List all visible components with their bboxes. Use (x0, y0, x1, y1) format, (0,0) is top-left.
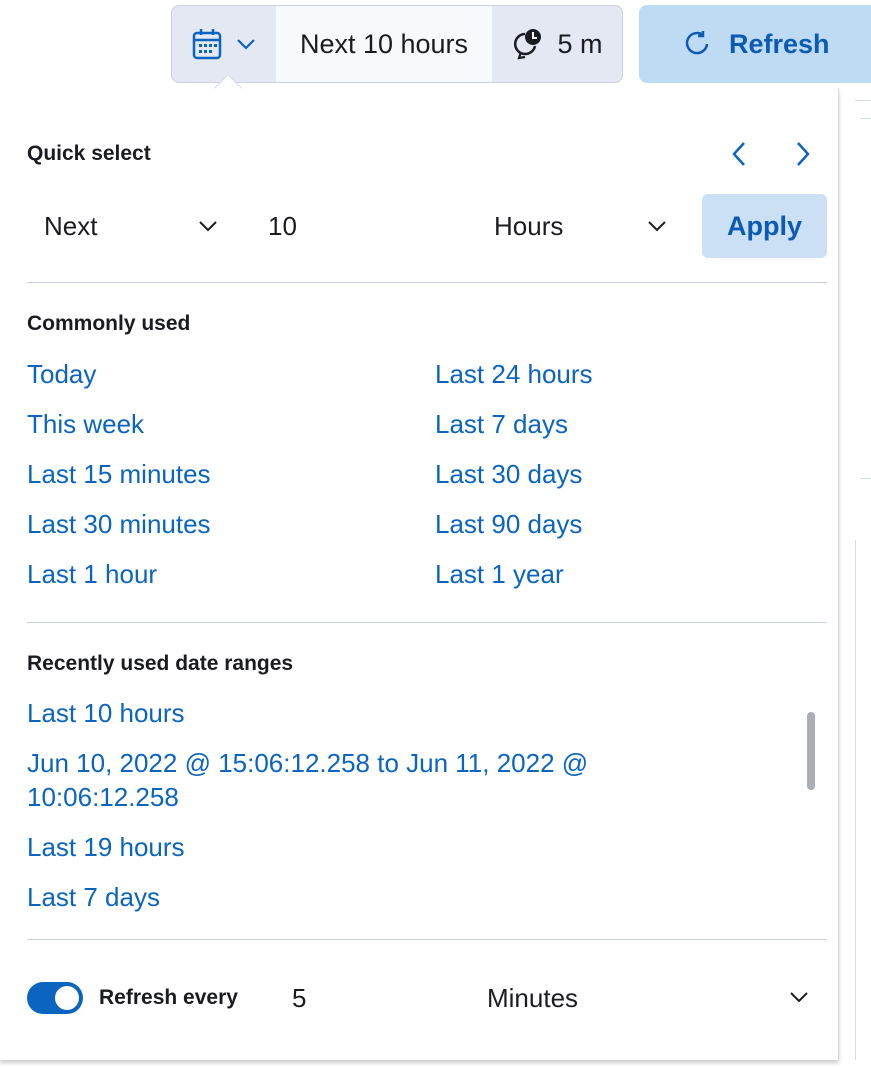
quick-select-title: Quick select (27, 142, 151, 165)
date-range-display[interactable]: Next 10 hours (276, 6, 492, 82)
divider (27, 939, 827, 940)
chevron-down-icon (237, 39, 255, 50)
quick-select-popover (0, 88, 839, 1060)
refresh-toggle[interactable] (27, 982, 83, 1014)
unit-select[interactable]: Hours (494, 211, 564, 241)
calendar-icon (192, 29, 222, 60)
previous-arrow-icon[interactable] (731, 141, 747, 167)
recent-range-link[interactable]: Jun 10, 2022 @ 15:06:12.258 to Jun 11, 2… (27, 748, 589, 812)
commonly-used-link[interactable]: Last 30 days (435, 459, 583, 489)
date-picker: Next 10 hours 5 m (171, 5, 623, 83)
background-divider (860, 478, 871, 479)
commonly-used-link[interactable]: Last 1 hour (27, 559, 158, 589)
refresh-button[interactable]: Refresh (639, 5, 871, 83)
quantity-input[interactable]: 10 (268, 211, 297, 241)
background-divider (855, 540, 856, 1060)
commonly-used-link[interactable]: This week (27, 409, 145, 439)
recent-range-link[interactable]: Last 10 hours (27, 698, 185, 728)
chevron-down-icon (648, 221, 666, 232)
commonly-used-link[interactable]: Last 24 hours (435, 359, 593, 389)
recently-used-title: Recently used date ranges (27, 652, 294, 675)
commonly-used-link[interactable]: Last 1 year (435, 559, 564, 589)
refresh-unit-select[interactable]: Minutes (487, 983, 579, 1013)
recent-range-link[interactable]: Last 19 hours (27, 832, 185, 862)
divider (27, 622, 827, 623)
refresh-interval-input[interactable]: 5 (292, 983, 307, 1013)
refresh-every-label: Refresh every (99, 986, 238, 1009)
scrollbar[interactable] (807, 712, 815, 790)
commonly-used-link[interactable]: Last 15 minutes (27, 459, 211, 489)
commonly-used-link[interactable]: Last 7 days (435, 409, 568, 439)
commonly-used-link[interactable]: Last 90 days (435, 509, 583, 539)
background-divider (855, 100, 871, 101)
interval-label: 5 m (557, 28, 603, 59)
apply-button[interactable]: Apply (702, 194, 827, 258)
direction-select[interactable]: Next (44, 211, 98, 241)
commonly-used-link[interactable]: Last 30 minutes (27, 509, 211, 539)
next-arrow-icon[interactable] (795, 141, 811, 167)
commonly-used-link[interactable]: Today (27, 359, 97, 389)
background-divider (860, 118, 871, 119)
divider (27, 282, 827, 283)
chevron-down-icon (790, 992, 808, 1003)
refresh-label: Refresh (729, 28, 830, 59)
refresh-interval-button[interactable]: 5 m (492, 6, 622, 82)
refresh-icon (685, 31, 709, 55)
quick-menu-button[interactable] (172, 6, 276, 82)
chevron-down-icon (199, 221, 217, 232)
commonly-used-title: Commonly used (27, 312, 191, 335)
recent-range-link[interactable]: Last 7 days (27, 882, 160, 912)
auto-refresh-icon (514, 29, 542, 60)
